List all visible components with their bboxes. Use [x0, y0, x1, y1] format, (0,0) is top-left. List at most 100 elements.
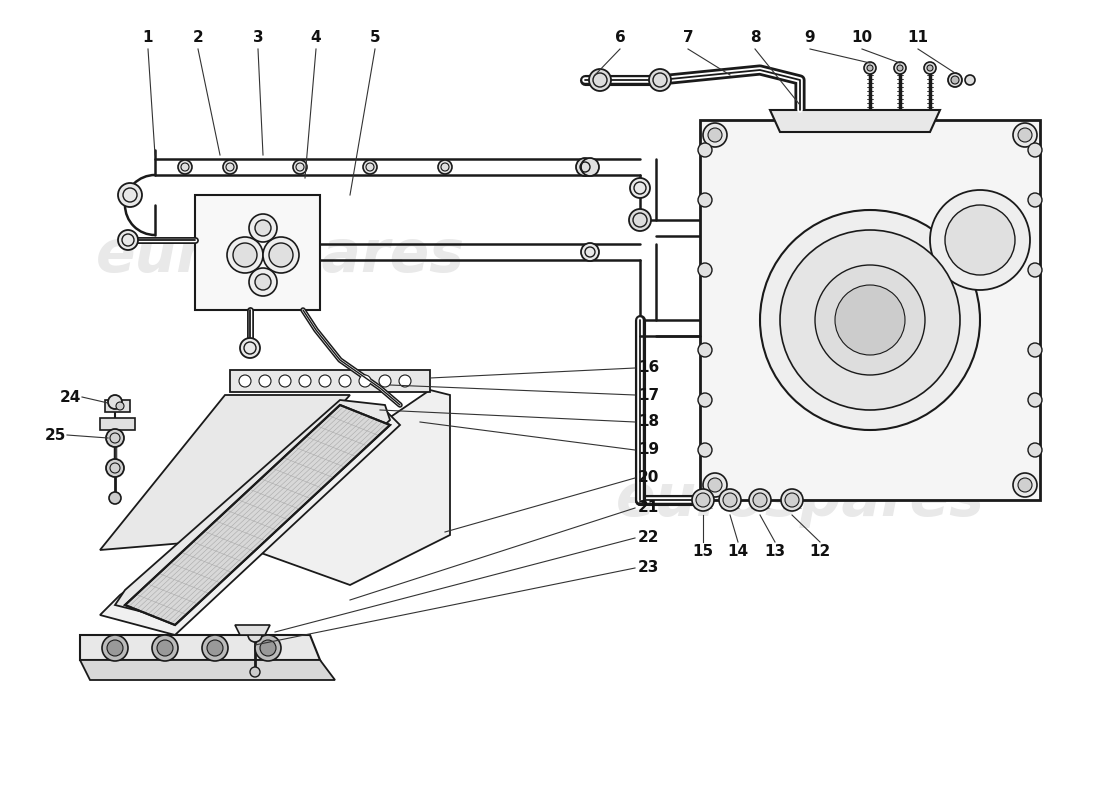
Circle shape	[629, 209, 651, 231]
Circle shape	[930, 190, 1030, 290]
Text: 16: 16	[638, 361, 659, 375]
Circle shape	[258, 375, 271, 387]
Polygon shape	[235, 625, 270, 635]
Circle shape	[250, 667, 260, 677]
Circle shape	[239, 375, 251, 387]
Circle shape	[708, 128, 722, 142]
Circle shape	[576, 158, 594, 176]
Circle shape	[835, 285, 905, 355]
Text: 1: 1	[143, 30, 153, 45]
Polygon shape	[100, 395, 350, 550]
Text: 15: 15	[692, 545, 714, 559]
Circle shape	[240, 338, 260, 358]
Circle shape	[363, 160, 377, 174]
Circle shape	[1013, 473, 1037, 497]
Polygon shape	[700, 120, 1040, 500]
Circle shape	[785, 493, 799, 507]
Circle shape	[1028, 343, 1042, 357]
Circle shape	[698, 343, 712, 357]
Circle shape	[1018, 478, 1032, 492]
Circle shape	[1013, 123, 1037, 147]
Circle shape	[227, 237, 263, 273]
Polygon shape	[230, 370, 430, 392]
Polygon shape	[100, 418, 135, 430]
Circle shape	[698, 263, 712, 277]
Polygon shape	[116, 400, 390, 620]
Circle shape	[754, 493, 767, 507]
Polygon shape	[226, 390, 450, 585]
Circle shape	[255, 635, 280, 661]
Polygon shape	[80, 660, 336, 680]
Circle shape	[293, 160, 307, 174]
Circle shape	[1028, 443, 1042, 457]
Circle shape	[945, 205, 1015, 275]
Text: 19: 19	[638, 442, 659, 458]
Circle shape	[927, 65, 933, 71]
Circle shape	[692, 489, 714, 511]
Circle shape	[896, 65, 903, 71]
Circle shape	[952, 76, 959, 84]
Circle shape	[319, 375, 331, 387]
Circle shape	[207, 640, 223, 656]
Circle shape	[698, 393, 712, 407]
Polygon shape	[104, 400, 130, 412]
Polygon shape	[80, 635, 320, 660]
Circle shape	[260, 640, 276, 656]
Text: 24: 24	[59, 390, 80, 405]
Circle shape	[116, 402, 124, 410]
Circle shape	[202, 635, 228, 661]
Circle shape	[223, 160, 236, 174]
Circle shape	[719, 489, 741, 511]
Circle shape	[708, 478, 722, 492]
Circle shape	[270, 243, 293, 267]
Circle shape	[696, 493, 710, 507]
Circle shape	[781, 489, 803, 511]
Circle shape	[339, 375, 351, 387]
Circle shape	[965, 75, 975, 85]
Text: 3: 3	[253, 30, 263, 45]
Text: eurospares: eurospares	[616, 471, 984, 529]
Circle shape	[299, 375, 311, 387]
Polygon shape	[770, 110, 940, 132]
Circle shape	[249, 268, 277, 296]
Circle shape	[698, 443, 712, 457]
Circle shape	[118, 230, 138, 250]
Circle shape	[157, 640, 173, 656]
Circle shape	[924, 62, 936, 74]
Circle shape	[698, 143, 712, 157]
Circle shape	[1028, 263, 1042, 277]
Text: 23: 23	[638, 561, 659, 575]
Circle shape	[263, 237, 299, 273]
Text: 21: 21	[638, 501, 659, 515]
Circle shape	[630, 178, 650, 198]
Circle shape	[894, 62, 906, 74]
Circle shape	[178, 160, 192, 174]
Text: 12: 12	[810, 545, 830, 559]
Circle shape	[118, 183, 142, 207]
Circle shape	[248, 628, 262, 642]
Text: eurospares: eurospares	[96, 226, 464, 283]
Text: 11: 11	[908, 30, 928, 45]
Text: 22: 22	[638, 530, 660, 546]
Circle shape	[749, 489, 771, 511]
Circle shape	[255, 274, 271, 290]
Polygon shape	[100, 405, 400, 635]
Text: 17: 17	[638, 387, 659, 402]
Text: 9: 9	[805, 30, 815, 45]
Circle shape	[581, 158, 600, 176]
Circle shape	[109, 492, 121, 504]
Circle shape	[106, 429, 124, 447]
Text: 7: 7	[683, 30, 693, 45]
Circle shape	[723, 493, 737, 507]
Text: 6: 6	[615, 30, 626, 45]
Circle shape	[864, 62, 876, 74]
Circle shape	[649, 69, 671, 91]
Text: 4: 4	[310, 30, 321, 45]
Circle shape	[588, 69, 610, 91]
Text: 20: 20	[638, 470, 659, 486]
Circle shape	[815, 265, 925, 375]
Circle shape	[379, 375, 390, 387]
Circle shape	[102, 635, 128, 661]
Circle shape	[780, 230, 960, 410]
Circle shape	[249, 214, 277, 242]
